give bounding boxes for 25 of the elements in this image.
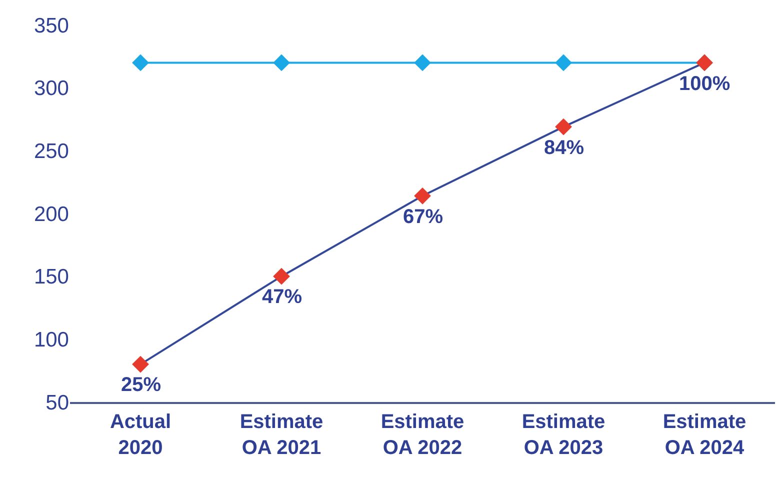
x-tick-label: Actual 2020 (110, 410, 172, 459)
y-tick-label: 100 (34, 328, 69, 352)
y-tick-label: 200 (34, 202, 69, 226)
annotation: 67% (403, 206, 444, 228)
point (555, 54, 572, 72)
point (132, 54, 149, 72)
point (414, 187, 431, 204)
point (273, 54, 290, 72)
annotation: 25% (121, 374, 162, 396)
x-tick-label: Estimate OA 2021 (240, 410, 324, 459)
y-tick-label: 350 (34, 14, 69, 38)
point (132, 356, 149, 373)
y-tick-label: 50 (46, 391, 69, 414)
x-tick-label: Estimate OA 2022 (380, 410, 464, 459)
y-tick-label: 300 (34, 77, 69, 100)
y-tick-label: 150 (34, 266, 69, 289)
annotation: 84% (544, 137, 584, 159)
point (273, 268, 290, 285)
x-tick-label: Estimate OA 2023 (522, 410, 606, 459)
point (555, 118, 572, 136)
point (414, 54, 431, 72)
y-tick-label: 250 (34, 140, 69, 164)
annotation: 47% (262, 286, 302, 308)
x-tick-label: Estimate OA 2024 (662, 410, 746, 459)
annotation: 100% (679, 73, 730, 95)
